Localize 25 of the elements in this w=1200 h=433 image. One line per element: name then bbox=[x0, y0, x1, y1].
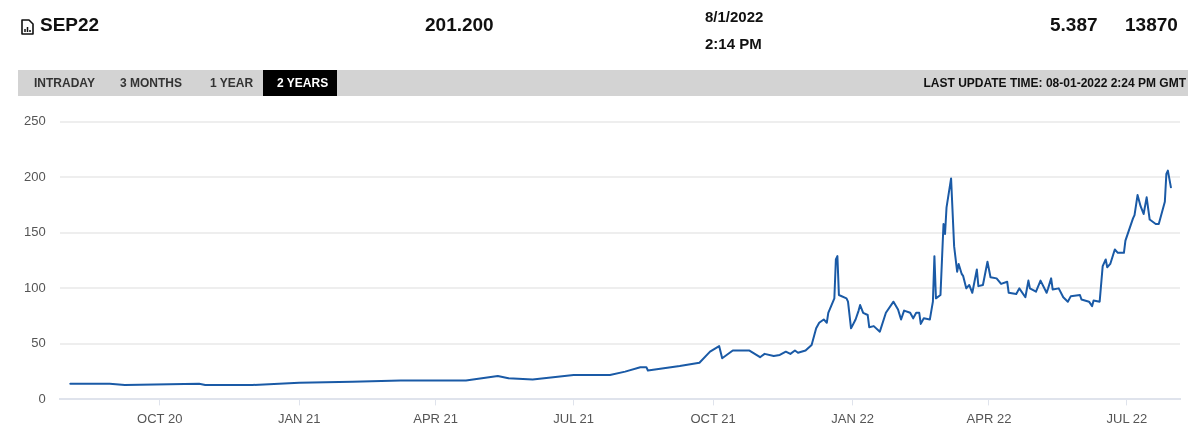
y-tick-label: 100 bbox=[23, 279, 46, 295]
x-tick-label: JAN 22 bbox=[831, 410, 874, 426]
text: INTRADAY bbox=[33, 75, 96, 92]
x-tick-label: OCT 21 bbox=[690, 410, 736, 426]
y-tick-label: 50 bbox=[31, 335, 46, 351]
x-tick-label: OCT 20 bbox=[137, 410, 183, 426]
text: 5.387 bbox=[1050, 14, 1098, 36]
x-tick-label: APR 22 bbox=[966, 410, 1012, 426]
text: 201.200 bbox=[425, 14, 494, 36]
text: 1 YEAR bbox=[209, 75, 255, 92]
y-tick-label: 250 bbox=[23, 113, 46, 129]
x-tick-label: JUL 21 bbox=[553, 410, 594, 426]
text: 8/1/2022 bbox=[705, 8, 764, 25]
y-tick-label: 200 bbox=[23, 168, 46, 184]
x-tick-label: JAN 21 bbox=[277, 410, 321, 426]
x-tick-label: APR 21 bbox=[413, 410, 459, 426]
text: 13870 bbox=[1125, 14, 1178, 36]
text: 2:14 PM bbox=[705, 35, 762, 52]
text: 3 MONTHS bbox=[119, 75, 183, 92]
y-tick-label: 150 bbox=[23, 224, 46, 240]
chart-title: SEP22 bbox=[40, 14, 100, 36]
x-tick-label: JUL 22 bbox=[1106, 410, 1148, 426]
y-tick-label: 0 bbox=[38, 390, 46, 406]
text: 2 YEARS bbox=[263, 70, 337, 96]
text: LAST UPDATE TIME: 08-01-2022 2:24 PM GMT bbox=[922, 75, 1187, 92]
